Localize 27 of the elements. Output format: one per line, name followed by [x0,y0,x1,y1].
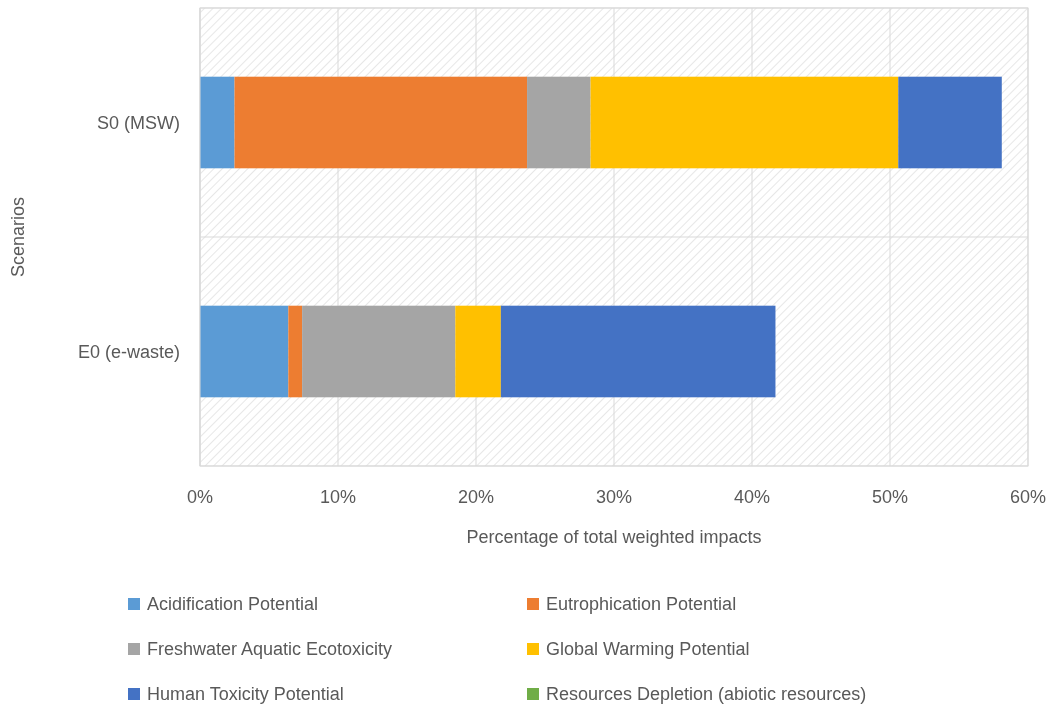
bar [500,305,776,398]
legend-label: Acidification Potential [147,594,319,614]
y-tick-label: S0 (MSW) [97,112,180,133]
legend-label: Freshwater Aquatic Ecotoxicity [147,639,393,659]
legend-label: Human Toxicity Potential [147,684,344,704]
bar [302,305,456,398]
bar [234,76,528,169]
bar [590,76,899,169]
x-tick-label: 50% [871,487,909,507]
x-tick-label: 40% [733,487,771,507]
x-tick-label: 10% [319,487,357,507]
x-axis-title: Percentage of total weighted impacts [466,527,762,547]
bar [288,305,303,398]
x-tick-label: 20% [457,487,495,507]
y-axis-title: Scenarios [8,196,28,278]
legend-label: Global Warming Potential [546,639,750,659]
legend-label: Eutrophication Potential [546,594,737,614]
bar [898,76,1002,169]
bar [527,76,591,169]
x-tick-label: 30% [595,487,633,507]
y-tick-label: E0 (e-waste) [77,341,180,362]
bar [455,305,501,398]
x-tick-label: 60% [1009,487,1047,507]
legend-label: Resources Depletion (abiotic resources) [546,684,867,704]
x-tick-label: 0% [186,487,214,507]
bar [200,305,289,398]
bar [200,76,235,169]
